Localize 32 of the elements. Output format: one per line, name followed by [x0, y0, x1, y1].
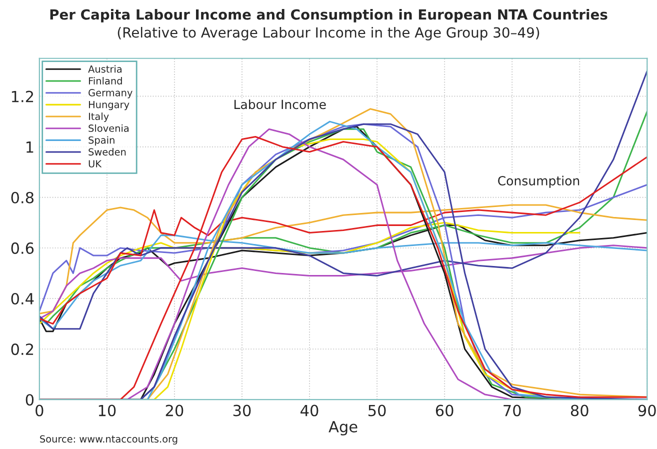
x-tick-label: 10	[98, 404, 116, 416]
y-tick-label: 0	[26, 394, 34, 406]
source-note: Source: www.ntaccounts.org	[40, 435, 178, 445]
legend-label: Slovenia	[88, 124, 129, 132]
legend-label: Finland	[88, 77, 122, 85]
x-tick-label: 30	[233, 404, 251, 416]
y-tick-label: 1	[26, 142, 34, 153]
y-tick-label: 1.2	[12, 90, 34, 102]
y-tick-label: 0.4	[11, 292, 34, 305]
x-tick-label: 0	[36, 404, 44, 416]
y-tick-label: 0.2	[11, 344, 34, 356]
x-axis-title: Age	[328, 421, 358, 436]
x-tick-label: 70	[504, 404, 521, 416]
x-tick-label: 40	[300, 404, 318, 416]
annotation: Labour Income	[234, 99, 326, 110]
legend-label: Sweden	[88, 148, 126, 156]
annotation: Consumption	[498, 176, 580, 188]
x-tick-label: 50	[368, 404, 386, 416]
x-tick-label: 60	[436, 404, 454, 416]
legend-label: Hungary	[88, 100, 130, 110]
legend-label: Italy	[88, 112, 109, 122]
legend-label: Spain	[88, 136, 114, 146]
legend-label: Germany	[88, 89, 132, 98]
chart-subtitle: (Relative to Average Labour Income in the Age Group 30–49)	[118, 26, 540, 40]
chart-title: Per Capita Labour Income and Consumption in European NTA Countries	[50, 8, 608, 22]
legend-label: UK	[88, 160, 102, 168]
x-tick-label: 20	[166, 404, 184, 416]
x-tick-label: 90	[638, 404, 656, 416]
legend-label: Austria	[88, 65, 122, 73]
y-tick-label: 0.8	[11, 192, 34, 204]
x-tick-label: 80	[570, 404, 588, 416]
y-tick-label: 0.6	[11, 242, 34, 254]
